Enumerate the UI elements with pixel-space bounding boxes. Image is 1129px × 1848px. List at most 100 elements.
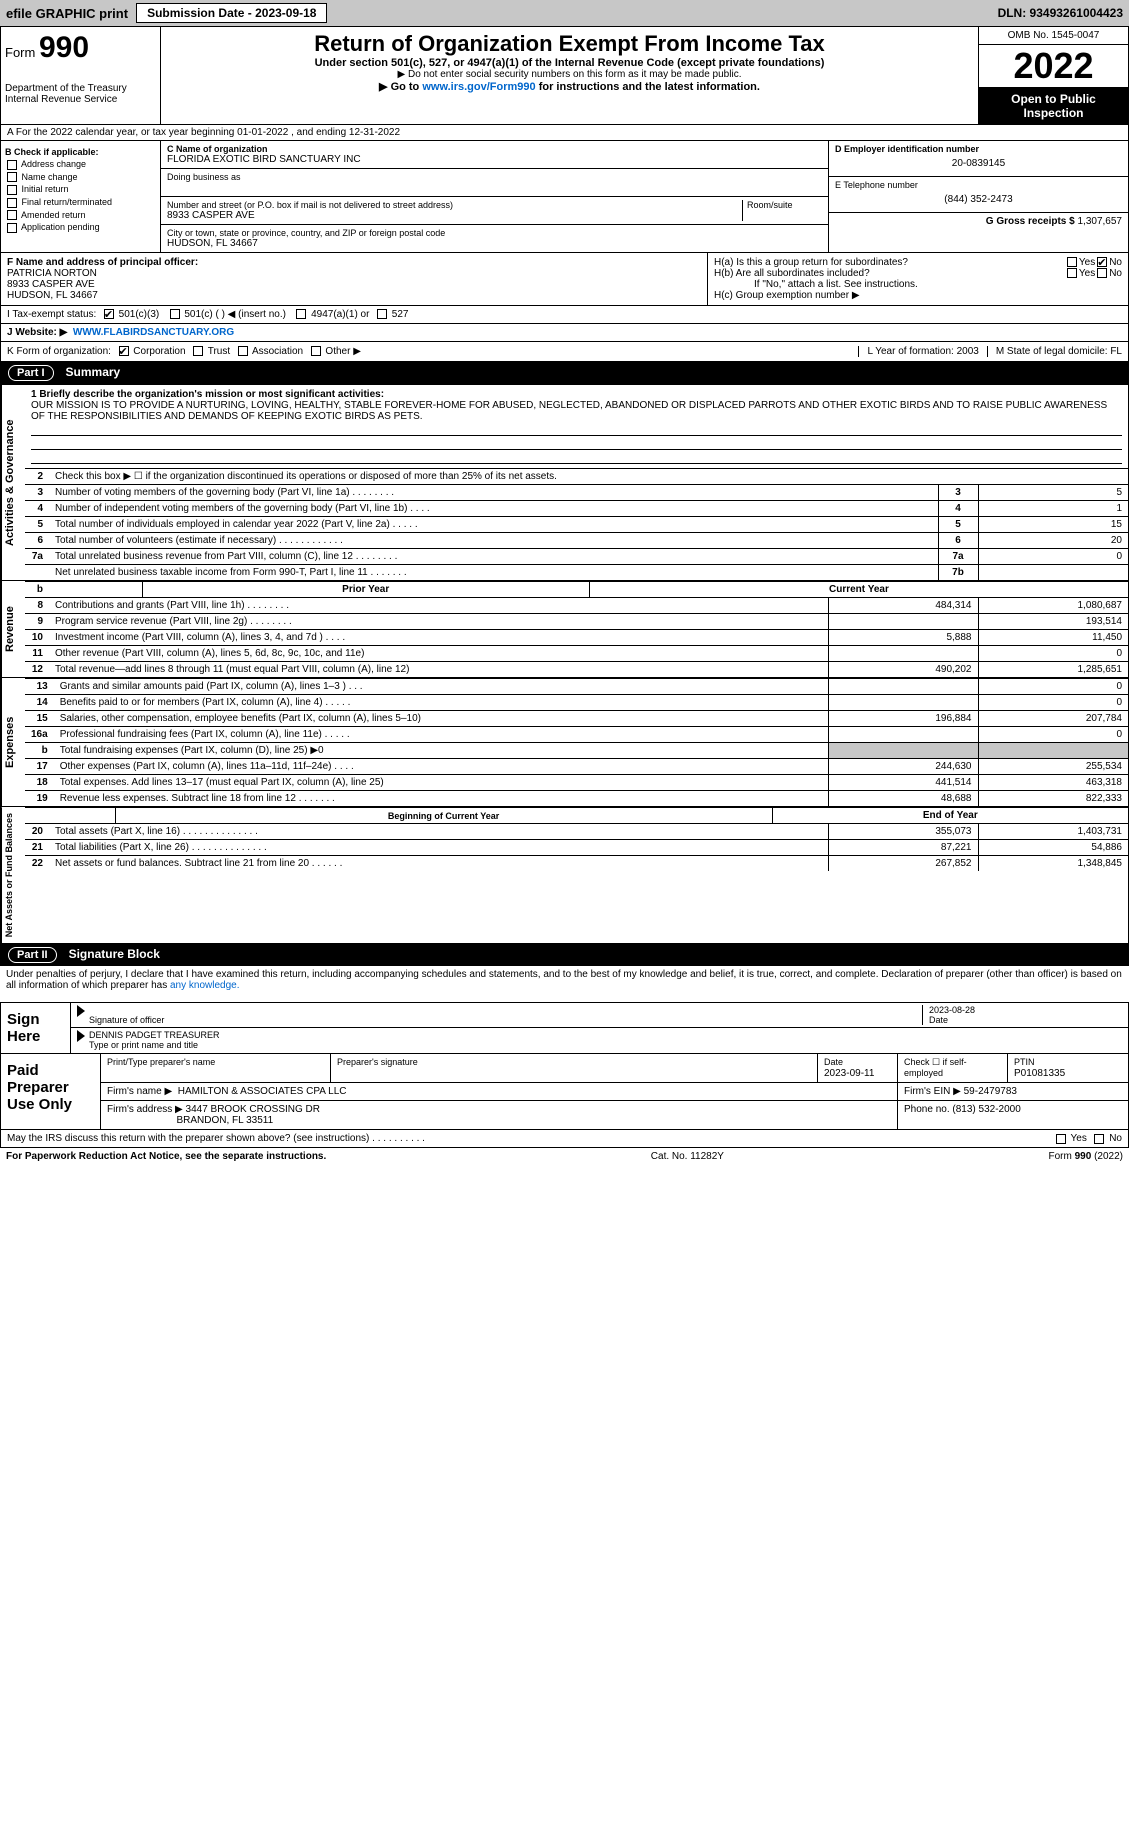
vlabel-na: Net Assets or Fund Balances — [1, 807, 25, 943]
section-revenue: Revenue bPrior YearCurrent Year 8Contrib… — [0, 581, 1129, 678]
row-kl: K Form of organization: Corporation Trus… — [0, 342, 1129, 362]
website-link[interactable]: WWW.FLABIRDSANCTUARY.ORG — [73, 327, 234, 338]
ptin-label: PTIN — [1014, 1057, 1035, 1067]
table-row: 9Program service revenue (Part VIII, lin… — [25, 614, 1128, 630]
street: 8933 CASPER AVE — [167, 210, 742, 221]
discuss-row: May the IRS discuss this return with the… — [0, 1130, 1129, 1148]
table-row: 7aTotal unrelated business revenue from … — [25, 549, 1128, 565]
firm-addr2: BRANDON, FL 33511 — [176, 1115, 273, 1126]
section-netassets: Net Assets or Fund Balances Beginning of… — [0, 807, 1129, 944]
paid-label: Paid Preparer Use Only — [1, 1054, 101, 1129]
identity-block: B Check if applicable: Address change Na… — [0, 141, 1129, 253]
irs-link[interactable]: www.irs.gov/Form990 — [422, 81, 535, 93]
firm-ein: 59-2479783 — [964, 1086, 1017, 1097]
chk-final[interactable]: Final return/terminated — [5, 197, 156, 208]
hb-no[interactable]: No — [1095, 268, 1122, 279]
open-inspection: Open to Public Inspection — [979, 88, 1128, 124]
firm-phone-label: Phone no. — [904, 1104, 950, 1115]
org-name: FLORIDA EXOTIC BIRD SANCTUARY INC — [167, 154, 822, 165]
row-a: A For the 2022 calendar year, or tax yea… — [0, 125, 1129, 141]
col-de: D Employer identification number20-08391… — [828, 141, 1128, 252]
table-row: Net unrelated business taxable income fr… — [25, 565, 1128, 581]
officer-name: PATRICIA NORTON — [7, 268, 97, 279]
table-row: 21Total liabilities (Part X, line 26) . … — [25, 840, 1128, 856]
table-row: 4Number of independent voting members of… — [25, 501, 1128, 517]
table-row: 6Total number of volunteers (estimate if… — [25, 533, 1128, 549]
chk-501c3[interactable]: 501(c)(3) — [102, 309, 159, 320]
chk-501c[interactable]: 501(c) ( ) ◀ (insert no.) — [168, 309, 286, 320]
col-b: B Check if applicable: Address change Na… — [1, 141, 161, 252]
header: Form 990 Department of the Treasury Inte… — [0, 26, 1129, 125]
arrow-icon — [77, 1005, 85, 1017]
table-row: 12Total revenue—add lines 8 through 11 (… — [25, 662, 1128, 678]
ha-no[interactable]: No — [1095, 257, 1122, 268]
chk-4947[interactable]: 4947(a)(1) or — [294, 309, 369, 320]
table-row: 10Investment income (Part VIII, column (… — [25, 630, 1128, 646]
discuss-no[interactable]: No — [1092, 1133, 1122, 1144]
ein-label: D Employer identification number — [835, 144, 1122, 154]
firm-name-label: Firm's name ▶ — [107, 1086, 172, 1097]
f-label: F Name and address of principal officer: — [7, 257, 198, 268]
foot-cat: Cat. No. 11282Y — [651, 1151, 724, 1162]
k-label: K Form of organization: — [7, 346, 111, 357]
line2: Check this box ▶ ☐ if the organization d… — [49, 469, 1128, 485]
table-row: 20Total assets (Part X, line 16) . . . .… — [25, 824, 1128, 840]
firm-addr1: 3447 BROOK CROSSING DR — [186, 1104, 320, 1115]
submission-date-button[interactable]: Submission Date - 2023-09-18 — [136, 3, 327, 23]
row-j: J Website: ▶ WWW.FLABIRDSANCTUARY.ORG — [0, 324, 1129, 342]
date-label: Date — [929, 1015, 948, 1025]
table-row: 18Total expenses. Add lines 13–17 (must … — [25, 775, 1128, 791]
table-row: 22Net assets or fund balances. Subtract … — [25, 856, 1128, 872]
prep-date-label: Date — [824, 1057, 843, 1067]
city: HUDSON, FL 34667 — [167, 238, 822, 249]
self-emp-label[interactable]: Check ☐ if self-employed — [898, 1054, 1008, 1082]
chk-initial[interactable]: Initial return — [5, 184, 156, 195]
chk-pending[interactable]: Application pending — [5, 222, 156, 233]
form-title: Return of Organization Exempt From Incom… — [165, 31, 974, 57]
mission-text: OUR MISSION IS TO PROVIDE A NURTURING, L… — [31, 400, 1107, 422]
chk-address[interactable]: Address change — [5, 159, 156, 170]
chk-trust[interactable]: Trust — [191, 346, 230, 357]
chk-amended[interactable]: Amended return — [5, 210, 156, 221]
table-row: 3Number of voting members of the governi… — [25, 485, 1128, 501]
gross-label: G Gross receipts $ — [986, 216, 1075, 227]
dept-label: Department of the Treasury — [5, 83, 156, 94]
ha-yes[interactable]: Yes — [1065, 257, 1095, 268]
m-state: M State of legal domicile: FL — [987, 346, 1122, 357]
prep-date: 2023-09-11 — [824, 1068, 874, 1079]
table-row: 17Other expenses (Part IX, column (A), l… — [25, 759, 1128, 775]
type-name-label: Type or print name and title — [89, 1040, 198, 1050]
phone-label: E Telephone number — [835, 180, 1122, 190]
table-row: 11Other revenue (Part VIII, column (A), … — [25, 646, 1128, 662]
prep-sig-label: Preparer's signature — [337, 1057, 418, 1067]
hb-yes[interactable]: Yes — [1065, 268, 1095, 279]
omb-number: OMB No. 1545-0047 — [979, 27, 1128, 45]
chk-other[interactable]: Other ▶ — [309, 346, 361, 357]
chk-name[interactable]: Name change — [5, 172, 156, 183]
sign-here-block: Sign Here Signature of officer 2023-08-2… — [0, 1002, 1129, 1054]
gross-val: 1,307,657 — [1078, 216, 1123, 227]
col-c: C Name of organizationFLORIDA EXOTIC BIR… — [161, 141, 828, 252]
dln-label: DLN: 93493261004423 — [998, 6, 1123, 20]
foot-left: For Paperwork Reduction Act Notice, see … — [6, 1151, 326, 1162]
goto-line: ▶ Go to www.irs.gov/Form990 for instruct… — [165, 80, 974, 93]
city-label: City or town, state or province, country… — [167, 228, 822, 238]
prep-name-label: Print/Type preparer's name — [107, 1057, 215, 1067]
vlabel-rev: Revenue — [1, 581, 25, 677]
knowledge-link[interactable]: any knowledge. — [170, 980, 240, 991]
hc-label: H(c) Group exemption number ▶ — [714, 290, 1122, 301]
part1-header: Part ISummary — [0, 362, 1129, 384]
section-expenses: Expenses 13Grants and similar amounts pa… — [0, 678, 1129, 807]
irs-label: Internal Revenue Service — [5, 94, 156, 105]
chk-assoc[interactable]: Association — [236, 346, 303, 357]
row-fh: F Name and address of principal officer:… — [0, 253, 1129, 306]
chk-527[interactable]: 527 — [375, 309, 408, 320]
footer: For Paperwork Reduction Act Notice, see … — [0, 1148, 1129, 1165]
discuss-yes[interactable]: Yes — [1054, 1133, 1087, 1144]
sign-here-label: Sign Here — [1, 1003, 71, 1053]
chk-corp[interactable]: Corporation — [117, 346, 186, 357]
firm-ein-label: Firm's EIN ▶ — [904, 1086, 961, 1097]
name-label: C Name of organization — [167, 144, 822, 154]
topbar: efile GRAPHIC print Submission Date - 20… — [0, 0, 1129, 26]
table-row: 14Benefits paid to or for members (Part … — [25, 695, 1128, 711]
